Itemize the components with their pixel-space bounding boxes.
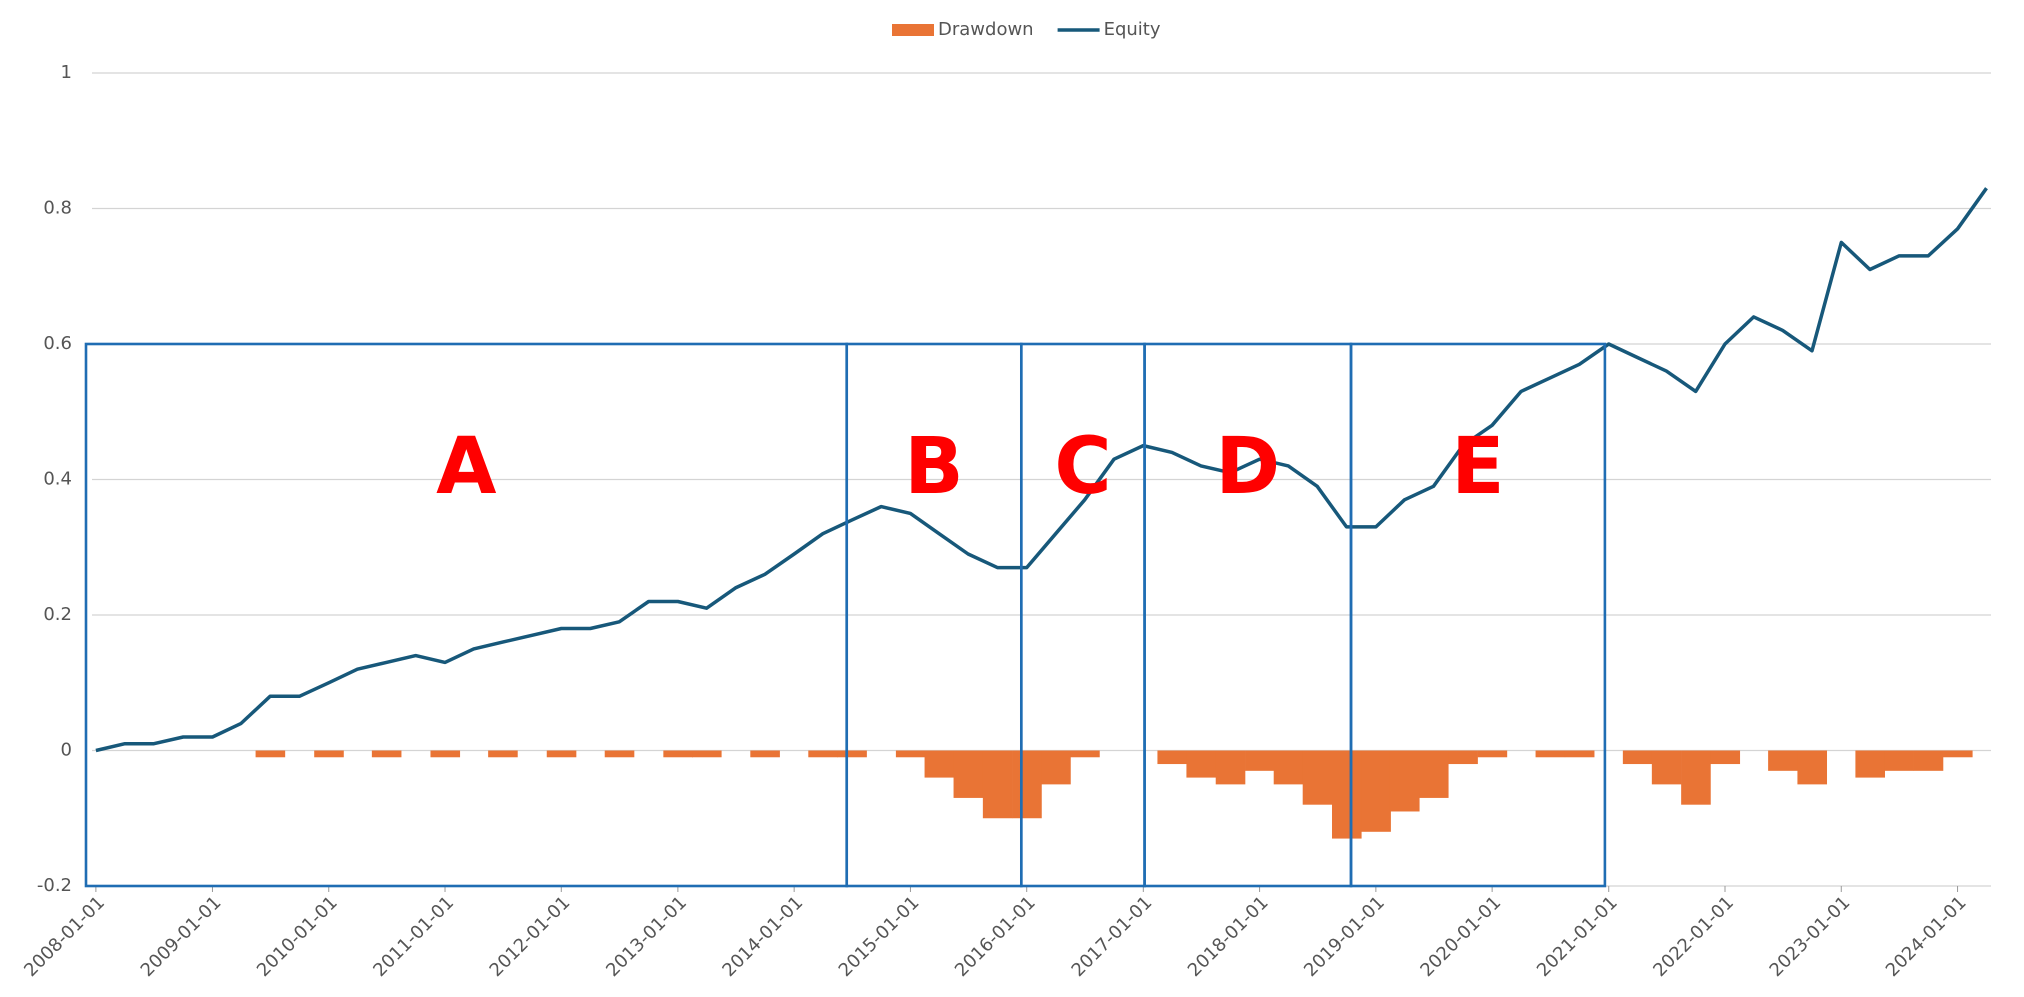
drawdown-bar xyxy=(314,750,344,758)
drawdown-bar xyxy=(1215,750,1246,785)
drawdown-bar xyxy=(546,750,577,758)
drawdown-bar xyxy=(1302,750,1333,805)
drawdown-bar xyxy=(1389,750,1420,812)
legend-swatch xyxy=(892,24,934,36)
drawdown-bar xyxy=(1535,750,1566,758)
x-tick-label: 2015-01-01 xyxy=(835,892,924,981)
y-tick-label: -0.2 xyxy=(37,875,72,896)
drawdown-bar xyxy=(1070,750,1100,758)
drawdown-bar xyxy=(1273,750,1304,785)
y-tick-label: 0.6 xyxy=(43,333,72,354)
drawdown-bar xyxy=(1884,750,1914,771)
drawdown-bar xyxy=(1418,750,1449,798)
drawdown-bar xyxy=(1651,750,1682,785)
drawdown-bar xyxy=(604,750,635,758)
x-tick-label: 2017-01-01 xyxy=(1068,892,1157,981)
drawdown-bar xyxy=(1943,750,1973,758)
drawdown-bar xyxy=(1186,750,1217,778)
y-tick-label: 0.4 xyxy=(43,469,72,490)
drawdown-bar xyxy=(663,750,693,758)
y-tick-label: 0.8 xyxy=(43,198,72,219)
drawdown-bar xyxy=(1332,750,1362,839)
drawdown-bar xyxy=(808,750,838,758)
drawdown-bar xyxy=(488,750,518,758)
drawdown-bar xyxy=(1477,750,1508,758)
x-tick-label: 2008-01-01 xyxy=(20,892,109,981)
y-tick-label: 0.2 xyxy=(43,604,72,625)
drawdown-bar xyxy=(895,750,926,758)
annotation-label: B xyxy=(904,422,963,512)
drawdown-bar xyxy=(255,750,286,758)
annotation-box xyxy=(1349,342,1607,888)
legend-label: Drawdown xyxy=(938,19,1034,40)
annotation-label: E xyxy=(1451,422,1504,512)
x-tick-label: 2021-01-01 xyxy=(1533,892,1622,981)
drawdown-bar xyxy=(953,750,984,798)
annotation-label: C xyxy=(1054,422,1111,512)
drawdown-bar xyxy=(1448,750,1478,765)
drawdown-bar xyxy=(1564,750,1595,758)
equity-line xyxy=(95,187,1988,753)
drawdown-bar xyxy=(924,750,955,778)
x-tick-label: 2023-01-01 xyxy=(1766,892,1855,981)
drawdown-bar xyxy=(1245,750,1275,771)
x-tick-label: 2009-01-01 xyxy=(137,892,226,981)
annotation-label: A xyxy=(436,422,496,512)
x-tick-label: 2010-01-01 xyxy=(253,892,342,981)
drawdown-bar xyxy=(750,750,780,758)
annotation-label: D xyxy=(1215,422,1280,512)
drawdown-bar xyxy=(1361,750,1391,832)
drawdown-bar xyxy=(692,750,722,758)
drawdown-bar xyxy=(837,750,867,758)
x-tick-label: 2013-01-01 xyxy=(602,892,691,981)
drawdown-bar xyxy=(1681,750,1711,805)
drawdown-bar xyxy=(1797,750,1828,785)
x-tick-label: 2019-01-01 xyxy=(1300,892,1389,981)
x-tick-label: 2018-01-01 xyxy=(1184,892,1273,981)
drawdown-bar xyxy=(1710,750,1741,765)
drawdown-bar xyxy=(1913,750,1944,771)
drawdown-bar xyxy=(1855,750,1885,778)
x-tick-label: 2011-01-01 xyxy=(369,892,458,981)
x-tick-label: 2022-01-01 xyxy=(1649,892,1738,981)
x-tick-label: 2012-01-01 xyxy=(486,892,575,981)
drawdown-bar xyxy=(1622,750,1653,765)
drawdown-bar xyxy=(1041,750,1071,785)
legend-label: Equity xyxy=(1104,19,1161,40)
drawdown-bar xyxy=(371,750,402,758)
x-tick-label: 2024-01-01 xyxy=(1882,892,1971,981)
drawdown-bar xyxy=(1157,750,1188,765)
y-tick-label: 0 xyxy=(61,740,72,761)
x-tick-label: 2020-01-01 xyxy=(1416,892,1505,981)
y-tick-label: 1 xyxy=(61,62,72,83)
drawdown-bar xyxy=(1012,750,1042,819)
drawdown-bar xyxy=(982,750,1013,819)
x-tick-label: 2016-01-01 xyxy=(951,892,1040,981)
drawdown-bar xyxy=(430,750,461,758)
x-tick-label: 2014-01-01 xyxy=(718,892,807,981)
drawdown-bar xyxy=(1768,750,1798,771)
